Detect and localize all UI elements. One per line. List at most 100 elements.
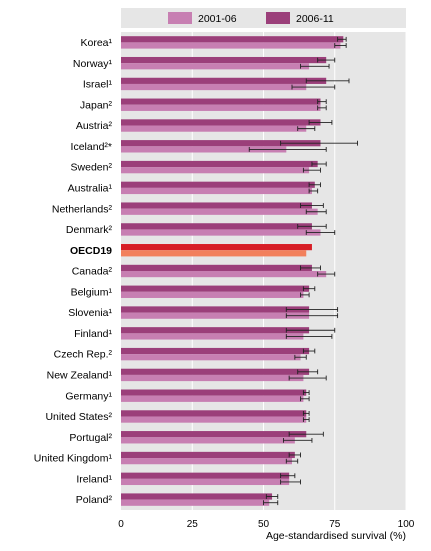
bar-portugal-2006-11 bbox=[121, 431, 307, 438]
bar-korea-2001-06 bbox=[121, 42, 341, 49]
bar-korea-2006-11 bbox=[121, 36, 344, 43]
errorbar-korea-2006-11 bbox=[337, 36, 347, 42]
category-label-netherlands: Netherlands² bbox=[52, 203, 113, 215]
errorbar-canada-2001-06 bbox=[317, 271, 336, 277]
bar-denmark-2006-11 bbox=[121, 223, 312, 230]
bar-japan-2001-06 bbox=[121, 104, 321, 111]
category-label-germany: Germany¹ bbox=[65, 390, 112, 402]
x-axis-title: Age-standardised survival (%) bbox=[266, 530, 406, 542]
bar-united-states-2006-11 bbox=[121, 410, 307, 417]
bar-new-zealand-2001-06 bbox=[121, 374, 304, 382]
errorbar-denmark-2001-06 bbox=[305, 230, 336, 235]
bar-united-kingdom-2001-06 bbox=[121, 458, 292, 465]
row-denmark: Denmark² bbox=[66, 223, 336, 236]
errorbar-ireland-2001-06 bbox=[280, 479, 301, 485]
errorbar-norway-2006-11 bbox=[317, 57, 336, 63]
bar-israel-2006-11 bbox=[121, 77, 327, 84]
bar-germany-2001-06 bbox=[121, 395, 304, 402]
errorbar-sweden-2001-06 bbox=[302, 167, 321, 173]
bar-slovenia-2001-06 bbox=[121, 312, 310, 319]
category-label-new-zealand: New Zealand¹ bbox=[47, 370, 113, 382]
row-japan: Japan² bbox=[80, 98, 327, 111]
errorbar-czech-rep-2001-06 bbox=[294, 354, 307, 360]
bar-iceland-2001-06 bbox=[121, 146, 287, 153]
bar-czech-rep-2001-06 bbox=[121, 354, 301, 361]
row-finland: Finland¹ bbox=[74, 327, 336, 340]
bars: Korea¹ Norway¹ Israel¹ Japan² Austria² Icelan… bbox=[34, 36, 358, 506]
category-label-korea: Korea¹ bbox=[80, 37, 112, 49]
x-tick-label-75: 75 bbox=[329, 519, 341, 530]
x-tick-label-25: 25 bbox=[187, 519, 199, 530]
category-label-ireland: Ireland¹ bbox=[76, 473, 112, 485]
row-germany: Germany¹ bbox=[65, 389, 310, 402]
category-label-portugal: Portugal² bbox=[69, 432, 112, 444]
errorbar-australia-2006-11 bbox=[308, 182, 321, 188]
row-iceland: Iceland²* bbox=[71, 140, 358, 153]
category-label-belgium: Belgium¹ bbox=[71, 286, 113, 298]
errorbar-netherlands-2001-06 bbox=[305, 209, 327, 215]
errorbar-portugal-2001-06 bbox=[283, 437, 313, 443]
row-united-kingdom: United Kingdom¹ bbox=[34, 451, 301, 465]
category-label-united-kingdom: United Kingdom¹ bbox=[34, 453, 113, 465]
x-tick-label-100: 100 bbox=[398, 519, 415, 530]
bar-new-zealand-2006-11 bbox=[121, 368, 310, 375]
category-label-denmark: Denmark² bbox=[66, 224, 113, 236]
bar-sweden-2006-11 bbox=[121, 160, 318, 168]
bar-poland-2001-06 bbox=[121, 499, 270, 506]
bar-poland-2006-11 bbox=[121, 493, 273, 500]
bar-portugal-2001-06 bbox=[121, 437, 295, 444]
category-label-israel: Israel¹ bbox=[83, 79, 113, 91]
row-netherlands: Netherlands² bbox=[52, 202, 327, 215]
errorbar-poland-2001-06 bbox=[263, 500, 279, 506]
errorbar-germany-2006-11 bbox=[302, 390, 310, 395]
bar-denmark-2001-06 bbox=[121, 229, 321, 236]
row-slovenia: Slovenia¹ bbox=[68, 306, 339, 319]
bar-israel-2001-06 bbox=[121, 83, 307, 91]
errorbar-austria-2006-11 bbox=[308, 120, 333, 125]
errorbar-korea-2001-06 bbox=[334, 43, 347, 48]
errorbar-netherlands-2006-11 bbox=[300, 203, 324, 208]
errorbar-czech-rep-2006-11 bbox=[302, 348, 316, 354]
bar-austria-2001-06 bbox=[121, 125, 307, 132]
bar-germany-2006-11 bbox=[121, 389, 307, 396]
category-label-czech-rep: Czech Rep.² bbox=[54, 349, 113, 361]
x-tick-label-50: 50 bbox=[258, 519, 270, 530]
category-label-united-states: United States² bbox=[45, 411, 112, 423]
errorbar-ireland-2006-11 bbox=[280, 473, 296, 479]
category-label-oecd19: OECD19 bbox=[70, 245, 112, 257]
errorbar-slovenia-2006-11 bbox=[285, 307, 339, 312]
errorbar-denmark-2006-11 bbox=[297, 223, 327, 229]
errorbar-norway-2001-06 bbox=[300, 63, 330, 69]
errorbar-belgium-2006-11 bbox=[302, 286, 316, 292]
bar-iceland-2006-11 bbox=[121, 140, 321, 147]
bar-belgium-2001-06 bbox=[121, 291, 304, 298]
row-ireland: Ireland¹ bbox=[76, 472, 301, 486]
bar-canada-2006-11 bbox=[121, 264, 312, 271]
category-label-sweden: Sweden² bbox=[71, 162, 113, 174]
errorbar-japan-2001-06 bbox=[317, 105, 327, 111]
x-tick-label-0: 0 bbox=[118, 519, 124, 530]
row-sweden: Sweden² bbox=[71, 160, 327, 174]
category-label-japan: Japan² bbox=[80, 99, 113, 111]
bar-canada-2001-06 bbox=[121, 271, 327, 278]
bar-oecd19-2001-06 bbox=[121, 250, 307, 257]
bar-norway-2001-06 bbox=[121, 63, 310, 70]
bar-oecd19-2006-11 bbox=[121, 244, 312, 251]
errorbar-australia-2001-06 bbox=[308, 188, 319, 194]
bar-belgium-2006-11 bbox=[121, 285, 310, 292]
category-label-austria: Austria² bbox=[76, 120, 113, 132]
errorbar-portugal-2006-11 bbox=[288, 431, 324, 437]
errorbar-finland-2001-06 bbox=[285, 334, 333, 339]
category-label-canada: Canada² bbox=[72, 266, 113, 278]
category-label-slovenia: Slovenia¹ bbox=[68, 307, 112, 319]
bar-netherlands-2001-06 bbox=[121, 208, 318, 215]
bar-finland-2006-11 bbox=[121, 327, 310, 334]
errorbar-canada-2006-11 bbox=[300, 265, 321, 271]
bar-slovenia-2006-11 bbox=[121, 306, 310, 313]
row-czech-rep: Czech Rep.² bbox=[54, 347, 316, 361]
row-australia: Australia¹ bbox=[68, 181, 321, 194]
bar-ireland-2001-06 bbox=[121, 478, 290, 486]
bar-czech-rep-2006-11 bbox=[121, 347, 310, 355]
category-label-finland: Finland¹ bbox=[74, 328, 112, 340]
